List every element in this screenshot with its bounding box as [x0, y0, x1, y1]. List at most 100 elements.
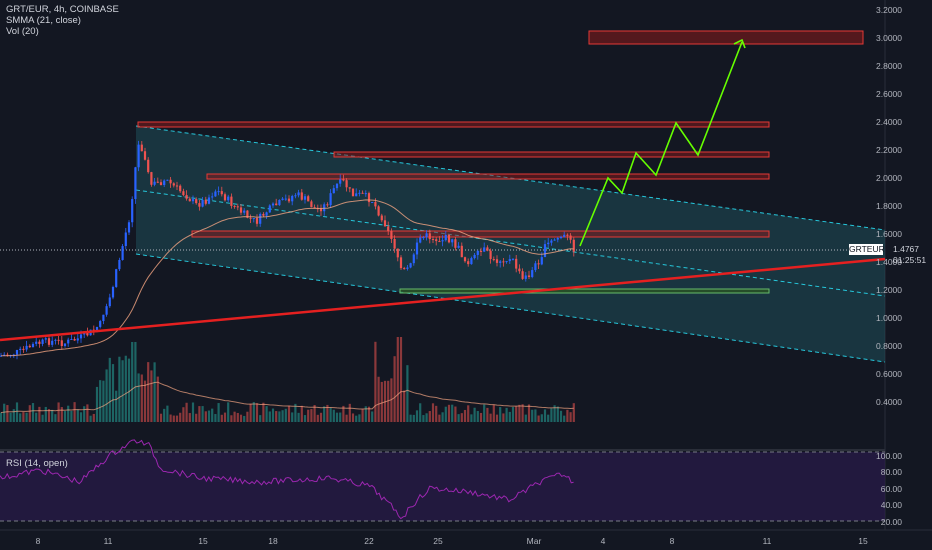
candle-body	[236, 206, 239, 208]
candle-body	[22, 348, 25, 350]
candle-body	[339, 179, 342, 184]
candle-body	[447, 234, 451, 243]
candle-body	[44, 338, 47, 340]
volume-bar	[102, 380, 105, 422]
resistance-zone-1[interactable]	[137, 121, 770, 128]
candle-body	[284, 198, 287, 200]
candle-body	[422, 237, 425, 239]
candle-body	[454, 239, 457, 248]
volume-bar	[441, 412, 444, 422]
volume-bar	[118, 356, 121, 422]
volume-bar	[182, 407, 185, 422]
volume-bar	[9, 412, 12, 422]
candle-body	[351, 188, 355, 197]
volume-bar	[137, 373, 140, 422]
candle-body	[166, 179, 169, 181]
candle-body	[207, 197, 211, 204]
volume-bar	[115, 390, 118, 422]
volume-bar	[358, 414, 361, 422]
candle-body	[51, 340, 54, 345]
time-axis-label: 18	[268, 536, 278, 546]
volume-bar	[374, 341, 377, 422]
smma-legend[interactable]: SMMA (21, close)	[6, 15, 81, 26]
volume-bar	[367, 406, 371, 422]
candle-body	[220, 191, 223, 195]
candle-body	[211, 196, 214, 198]
candle-body	[259, 213, 262, 224]
channel-fill[interactable]	[136, 126, 885, 362]
volume-bar	[211, 408, 214, 422]
rsi-axis-label: 40.00	[880, 500, 902, 511]
candle-body	[396, 248, 399, 258]
volume-bar	[28, 405, 31, 422]
channel-lower-line[interactable]	[135, 253, 886, 363]
target-zone[interactable]	[588, 30, 864, 45]
volume-bar	[547, 414, 550, 422]
candle-body	[374, 202, 377, 207]
candle-body	[67, 339, 70, 344]
candle-body	[115, 269, 118, 287]
resistance-zone-3[interactable]	[206, 173, 770, 180]
volume-bar	[479, 412, 483, 422]
volume-bar	[89, 415, 92, 422]
candle-body	[57, 339, 60, 341]
candle-body	[508, 259, 511, 262]
rsi-legend[interactable]: RSI (14, open)	[6, 458, 68, 469]
price-axis-label: 1.2000	[876, 285, 902, 295]
volume-bar	[403, 390, 406, 422]
volume-bar	[287, 405, 291, 422]
volume-bar	[44, 406, 47, 422]
time-axis-label: 25	[433, 536, 443, 546]
time-axis-label: 22	[364, 536, 374, 546]
forecast-path[interactable]	[579, 41, 743, 247]
chart-legend[interactable]: GRT/EUR, 4h, COINBASE SMMA (21, close) V…	[6, 4, 119, 37]
candle-body	[419, 237, 422, 243]
volume-bar	[428, 411, 431, 422]
volume-bar	[511, 407, 515, 422]
volume-bar	[67, 405, 70, 422]
candle-body	[271, 203, 275, 206]
candle-body	[348, 187, 351, 189]
candle-body	[73, 339, 76, 341]
resistance-zone-2[interactable]	[333, 151, 770, 158]
volume-bar	[377, 376, 380, 422]
candle-body	[441, 240, 444, 242]
candlesticks[interactable]	[0, 140, 575, 360]
volume-bar	[275, 411, 278, 422]
trend-line[interactable]	[0, 257, 886, 342]
volume-bar	[486, 407, 489, 422]
support-zone[interactable]	[399, 288, 770, 294]
candle-body	[15, 350, 19, 355]
candle-body	[223, 194, 227, 201]
candle-body	[403, 268, 406, 270]
volume-bar	[463, 409, 467, 422]
volume-bar	[265, 406, 268, 422]
rsi-line[interactable]	[0, 439, 574, 520]
candle-body	[457, 245, 460, 248]
volume-bar	[476, 411, 479, 422]
volume-bar	[415, 410, 419, 422]
candle-body	[195, 199, 198, 204]
volume-bar	[380, 381, 383, 422]
volume-bar	[447, 404, 451, 422]
volume-bar	[342, 405, 345, 422]
volume-bar	[239, 414, 243, 422]
candle-body	[435, 239, 438, 242]
candle-body	[319, 208, 323, 212]
symbol-info[interactable]: GRT/EUR, 4h, COINBASE	[6, 4, 119, 15]
price-axis-label: 2.2000	[876, 145, 902, 155]
candle-body	[511, 258, 515, 260]
rsi-axis-label: 80.00	[880, 467, 902, 478]
bar-countdown: 01:25:51	[893, 255, 927, 265]
volume-bar	[150, 370, 153, 422]
volume-bar	[12, 409, 15, 422]
smma-line[interactable]	[1, 199, 574, 357]
volume-bar	[569, 412, 572, 422]
volume-bar	[217, 403, 220, 422]
candle-body	[502, 261, 505, 263]
channel-middle-line[interactable]	[135, 189, 886, 297]
volume-bar	[483, 404, 486, 422]
volume-legend[interactable]: Vol (20)	[6, 26, 39, 37]
resistance-zone-4[interactable]	[191, 230, 770, 238]
